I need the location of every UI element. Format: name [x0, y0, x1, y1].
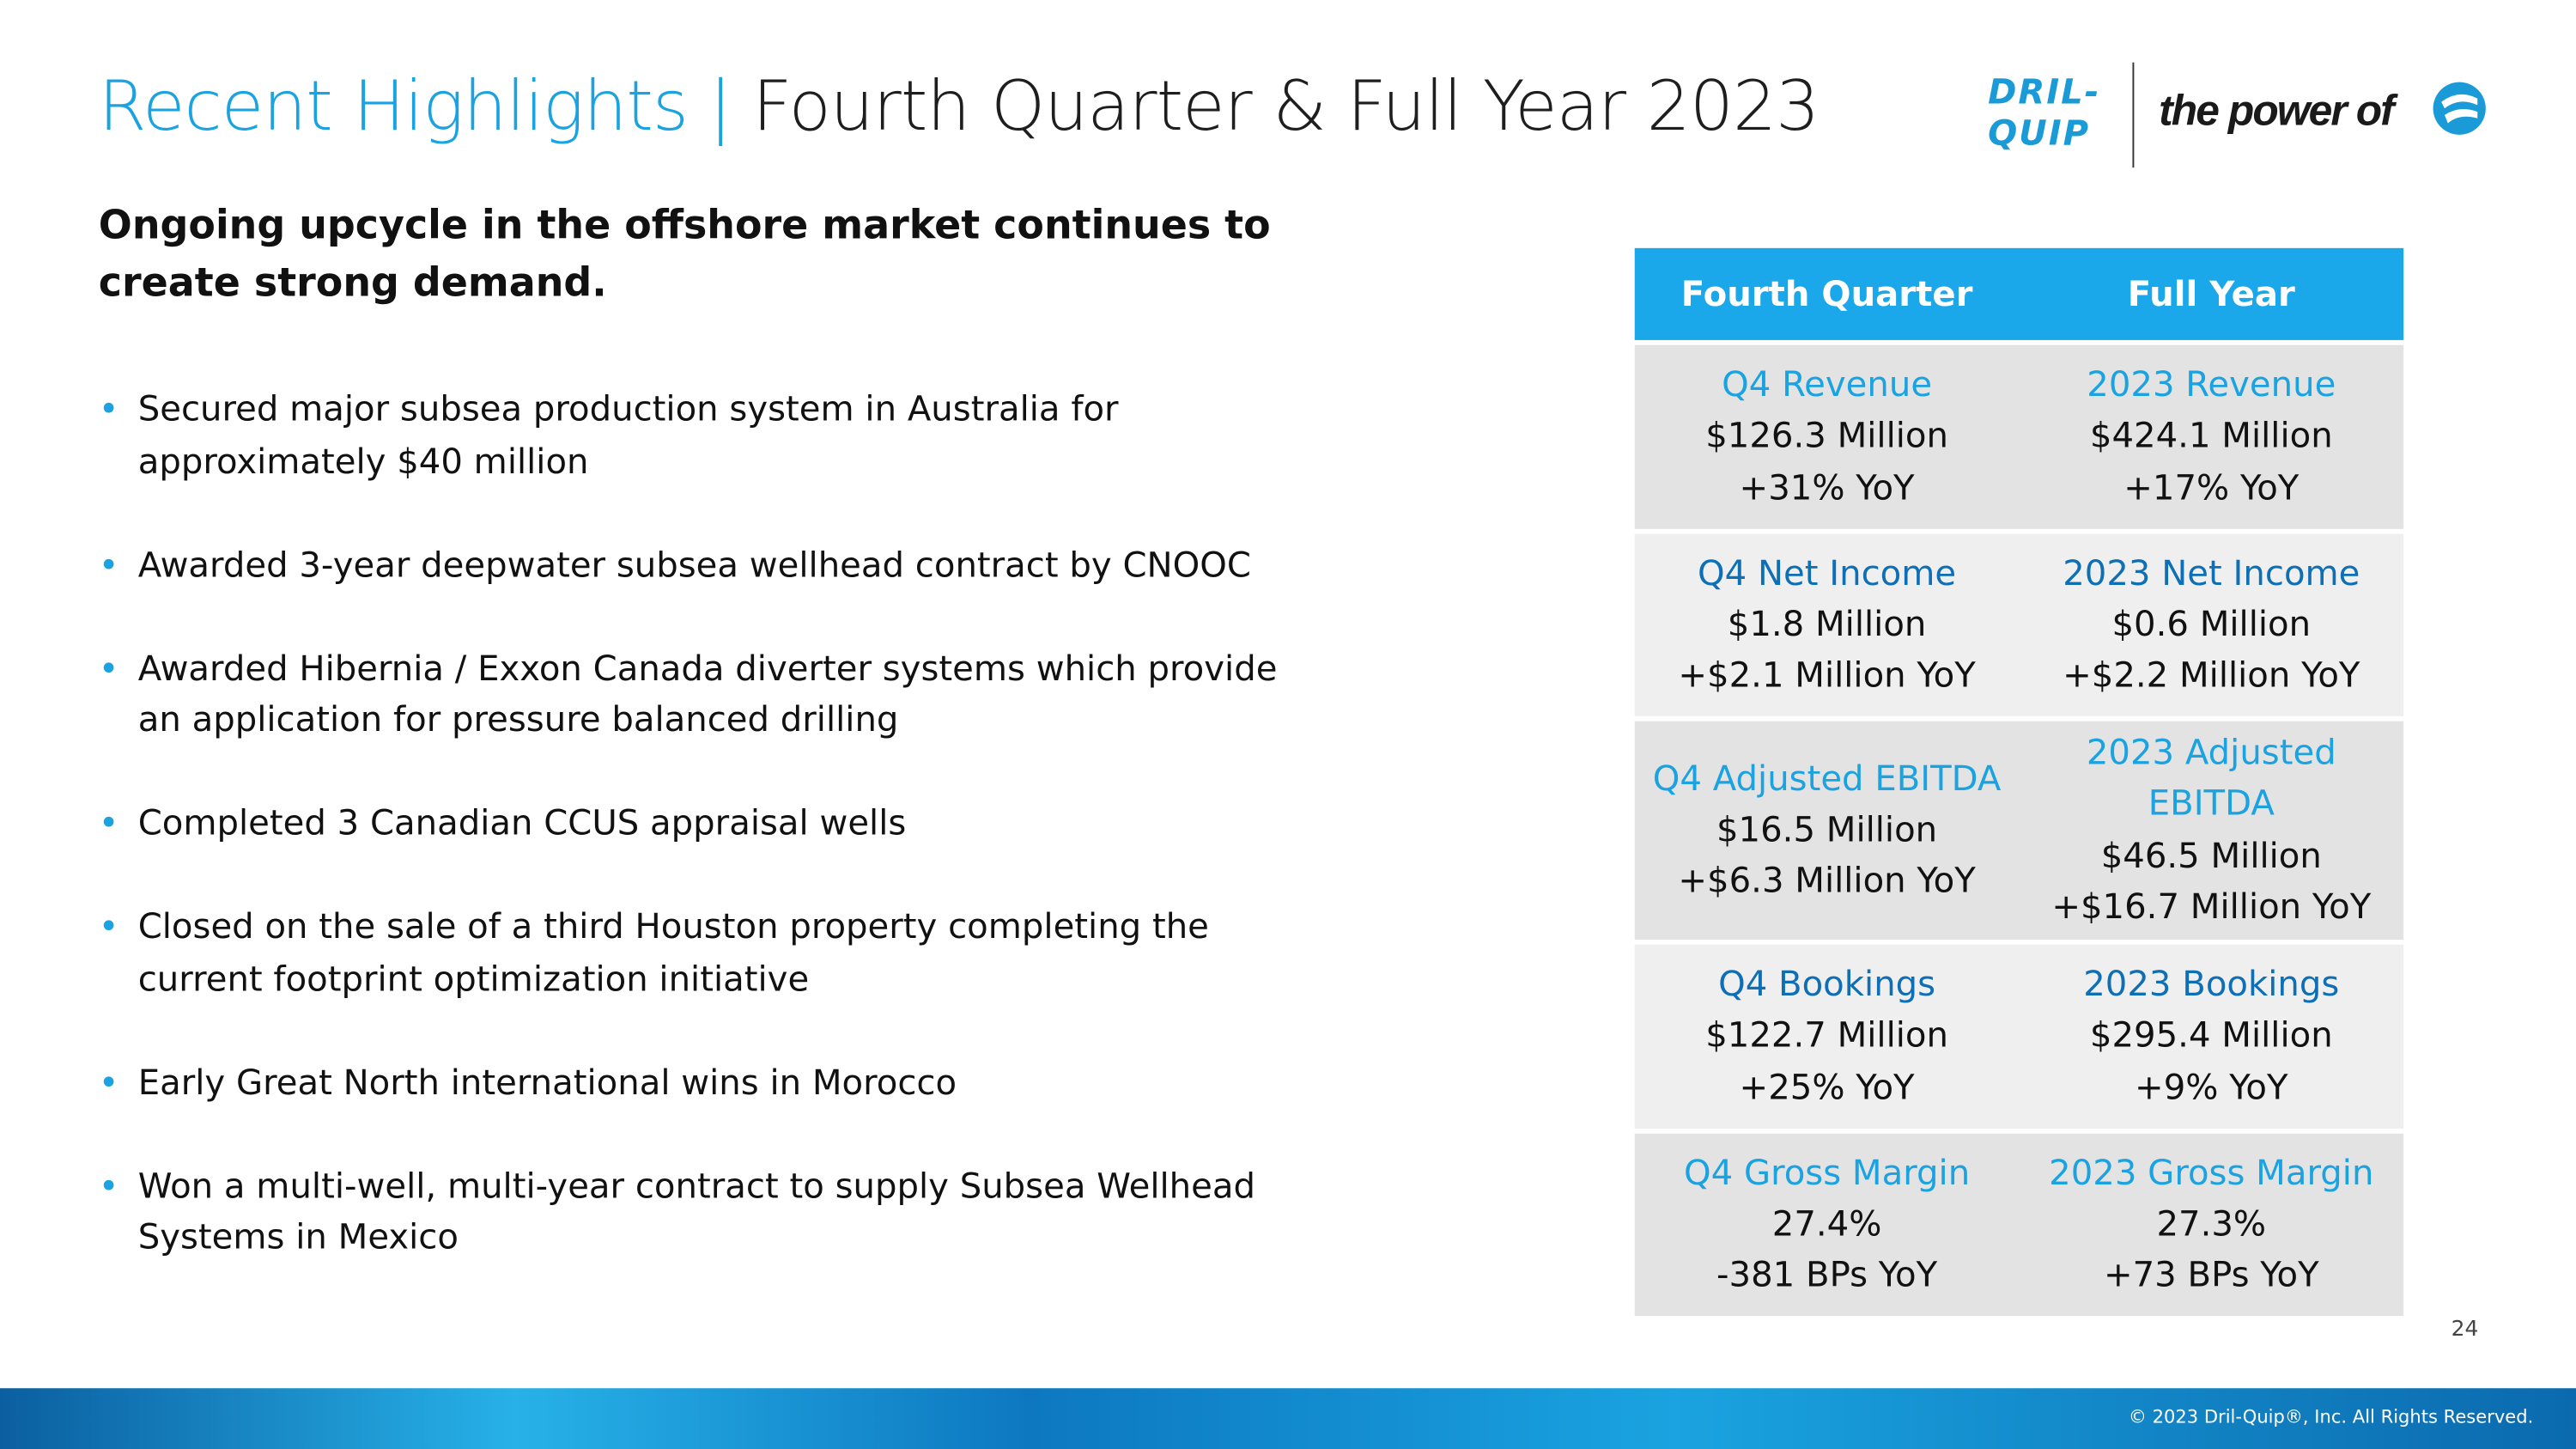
table-row: Q4 Net Income $1.8 Million +$2.1 Million Y… [1634, 533, 2404, 716]
header-cell: Fourth Quarter [1680, 274, 1973, 314]
metric-change: +9% YoY [2135, 1067, 2288, 1107]
title: Recent Highlights | Fourth Quarter & Ful… [99, 66, 1820, 147]
table-cell: 2023 Bookings $295.4 Million +9% YoY [2019, 959, 2403, 1114]
logo-divider [2132, 62, 2135, 168]
bullet-dot: • [98, 906, 119, 947]
page-number: 24 [2451, 1317, 2479, 1342]
bullet-text: Closed on the sale of a third Houston pr… [137, 906, 1209, 998]
bullet-item: • Closed on the sale of a third Houston p… [99, 902, 1315, 1006]
bullet-text: Awarded Hibernia / Exxon Canada diverter… [137, 648, 1278, 740]
bullet-text: Secured major subsea production system i… [137, 389, 1119, 481]
logo: DRIL-QUIP the power of [1988, 62, 2489, 171]
title-main: Fourth Quarter & Full Year 2023 [752, 65, 1820, 147]
bullet-dot: • [98, 803, 119, 843]
results-table: Fourth Quarter Full Year Q4 Revenue $126.… [1634, 247, 2404, 1317]
metric-change: +$2.1 Million YoY [1678, 655, 1976, 696]
table-cell: 2023 Net Income $0.6 Million +$2.2 Million… [2019, 548, 2403, 703]
copyright: © 2023 Dril-Quip®, Inc. All Rights Reser… [2128, 1406, 2534, 1428]
table-cell: 2023 Adjusted EBITDA $46.5 Million +$16.7 … [2019, 728, 2403, 933]
table-row: Q4 Bookings $122.7 Million +25% YoY 2023 Bo… [1634, 944, 2404, 1129]
metric-label: Q4 Revenue [1722, 364, 1933, 405]
bullet-dot: • [98, 1062, 119, 1102]
table-cell: Q4 Gross Margin 27.4% -381 BPs YoY [1635, 1148, 2020, 1302]
bullet-item: • Awarded Hibernia / Exxon Canada diverte… [99, 643, 1315, 747]
metric-value: $0.6 Million [2111, 604, 2312, 644]
table-row: Q4 Gross Margin 27.4% -381 BPs YoY 2023 Gro… [1634, 1133, 2404, 1317]
metric-value: 27.3% [2156, 1203, 2267, 1244]
metric-label: Q4 Net Income [1698, 552, 1957, 593]
metric-label: 2023 Bookings [2083, 964, 2340, 1004]
bullet-dot: • [98, 389, 119, 429]
bullet-dot: • [98, 648, 119, 688]
metric-label: 2023 Gross Margin [2049, 1152, 2374, 1192]
bullet-dot: • [98, 1166, 119, 1205]
metric-value: $126.3 Million [1705, 416, 1948, 456]
metric-label: 2023 Revenue [2087, 364, 2336, 405]
table-row: Q4 Adjusted EBITDA $16.5 Million +$6.3 Mil… [1634, 721, 2404, 941]
metric-value: $295.4 Million [2089, 1015, 2333, 1056]
metric-value: $424.1 Million [2089, 416, 2333, 456]
metric-change: +$2.2 Million YoY [2063, 655, 2360, 696]
table-cell: Q4 Bookings $122.7 Million +25% YoY [1635, 959, 2020, 1114]
bullet-text: Completed 3 Canadian CCUS appraisal well… [137, 803, 907, 843]
header-cell: Full Year [2127, 274, 2295, 314]
logo-tagline: the power of [2159, 85, 2395, 135]
title-highlight: Recent Highlights | [98, 65, 732, 147]
metric-value: $46.5 Million [2100, 835, 2322, 875]
metric-change: +31% YoY [1739, 467, 1915, 508]
bullet-item: • Won a multi-well, multi-year contract t… [99, 1160, 1315, 1264]
metric-change: +$6.3 Million YoY [1678, 861, 1976, 901]
metric-change: -381 BPs YoY [1716, 1255, 1938, 1295]
bullet-text: Early Great North international wins in … [137, 1062, 957, 1102]
table-cell: 2023 Gross Margin 27.3% +73 BPs YoY [2019, 1148, 2403, 1302]
table-header: Fourth Quarter Full Year [1634, 247, 2404, 340]
metric-label: 2023 Net Income [2063, 552, 2360, 593]
table-row: Q4 Revenue $126.3 Million +31% YoY 2023 Rev… [1634, 344, 2404, 529]
bullet-item: • Awarded 3-year deepwater subsea wellhea… [99, 539, 1315, 591]
logo-mark: DRIL-QUIP [1988, 72, 2101, 153]
metric-value: $122.7 Million [1705, 1015, 1948, 1056]
footer-band [0, 1388, 2576, 1449]
bullet-text: Won a multi-well, multi-year contract to… [137, 1166, 1255, 1257]
table-cell: Q4 Net Income $1.8 Million +$2.1 Million Y… [1635, 548, 2020, 703]
bullet-text: Awarded 3-year deepwater subsea wellhead… [137, 545, 1251, 584]
metric-change: +17% YoY [2123, 467, 2300, 508]
subtitle: Ongoing upcycle in the offshore market c… [98, 202, 1271, 306]
metric-value: 27.4% [1771, 1203, 1882, 1244]
table-cell: 2023 Revenue $424.1 Million +17% YoY [2019, 360, 2403, 514]
metric-label: Q4 Bookings [1718, 964, 1936, 1004]
metric-change: +73 BPs YoY [2103, 1255, 2319, 1295]
bullet-list: • Secured major subsea production system … [99, 385, 1315, 1317]
metric-label: 2023 Adjusted EBITDA [2086, 732, 2336, 824]
metric-label: Q4 Adjusted EBITDA [1652, 758, 2002, 798]
bullet-item: • Secured major subsea production system … [99, 385, 1315, 489]
table-cell: Q4 Revenue $126.3 Million +31% YoY [1635, 360, 2020, 514]
metric-value: $1.8 Million [1727, 604, 1927, 644]
bullet-item: • Completed 3 Canadian CCUS appraisal wel… [99, 799, 1315, 850]
metric-change: +25% YoY [1739, 1067, 1915, 1107]
bullet-item: • Early Great North international wins in… [99, 1057, 1315, 1109]
metric-value: $16.5 Million [1716, 809, 1938, 849]
metric-label: Q4 Gross Margin [1683, 1152, 1971, 1192]
table-cell: Q4 Adjusted EBITDA $16.5 Million +$6.3 Mil… [1635, 753, 2020, 908]
logo-icon [2433, 82, 2486, 135]
metric-change: +$16.7 Million YoY [2051, 886, 2372, 927]
bullet-dot: • [98, 545, 119, 584]
